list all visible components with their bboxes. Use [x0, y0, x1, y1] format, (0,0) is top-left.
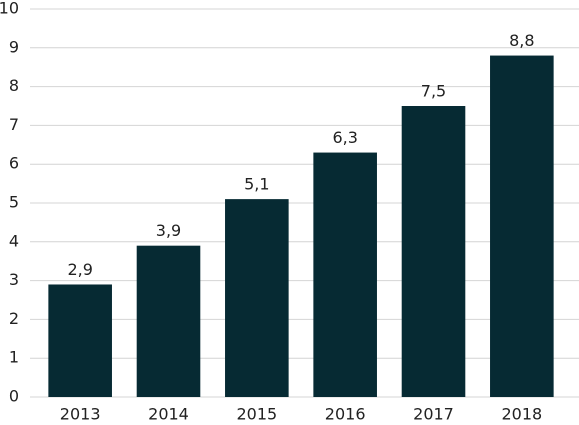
y-tick-label: 10	[0, 0, 19, 18]
bar	[136, 245, 201, 397]
bar	[48, 284, 112, 397]
value-label: 6,3	[332, 128, 357, 147]
y-tick-label: 6	[9, 154, 19, 173]
x-tick-label: 2017	[413, 405, 454, 424]
y-tick-label: 5	[9, 193, 19, 212]
x-tick-label: 2018	[501, 405, 542, 424]
y-tick-label: 3	[9, 270, 19, 289]
y-tick-label: 8	[9, 76, 19, 95]
value-label: 8,8	[509, 31, 534, 50]
y-tick-label: 9	[9, 37, 19, 56]
bar	[313, 152, 377, 397]
x-tick-label: 2013	[60, 405, 101, 424]
value-label: 7,5	[421, 82, 446, 101]
value-label: 2,9	[67, 260, 92, 279]
x-tick-label: 2016	[325, 405, 366, 424]
bar	[225, 199, 289, 397]
x-tick-label: 2015	[236, 405, 277, 424]
bar	[401, 106, 466, 397]
y-tick-label: 4	[9, 231, 19, 250]
x-tick-label: 2014	[148, 405, 189, 424]
value-label: 3,9	[156, 221, 181, 240]
y-tick-label: 1	[9, 348, 19, 367]
y-tick-label: 0	[9, 387, 19, 406]
value-label: 5,1	[244, 175, 269, 194]
y-tick-label: 2	[9, 309, 19, 328]
y-tick-label: 7	[9, 115, 19, 134]
bar	[490, 55, 554, 398]
